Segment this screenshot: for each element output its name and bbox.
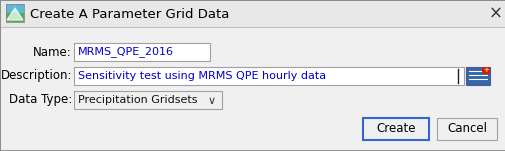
Bar — [74, 67, 463, 85]
Bar — [481, 67, 489, 74]
Text: Name:: Name: — [33, 45, 72, 58]
Text: Create A Parameter Grid Data: Create A Parameter Grid Data — [30, 8, 229, 21]
Bar — [6, 4, 24, 22]
Bar — [74, 43, 210, 61]
Bar — [436, 118, 496, 140]
Text: Precipitation Gridsets: Precipitation Gridsets — [78, 95, 197, 105]
Text: Cancel: Cancel — [446, 122, 486, 135]
Bar — [1, 1, 504, 27]
Polygon shape — [7, 8, 23, 20]
Text: Create: Create — [376, 122, 415, 135]
Text: MRMS_QPE_2016: MRMS_QPE_2016 — [78, 47, 174, 57]
Bar — [74, 91, 222, 109]
Text: Data Type:: Data Type: — [9, 93, 72, 106]
Bar — [1, 27, 504, 150]
Text: Sensitivity test using MRMS QPE hourly data: Sensitivity test using MRMS QPE hourly d… — [78, 71, 326, 81]
Bar — [465, 67, 489, 85]
Bar — [6, 4, 24, 13]
Bar — [362, 118, 428, 140]
Bar — [6, 13, 24, 22]
Text: ×: × — [488, 5, 502, 23]
Text: ∨: ∨ — [208, 96, 216, 106]
Text: Description:: Description: — [1, 69, 72, 82]
Text: +: + — [482, 67, 488, 74]
